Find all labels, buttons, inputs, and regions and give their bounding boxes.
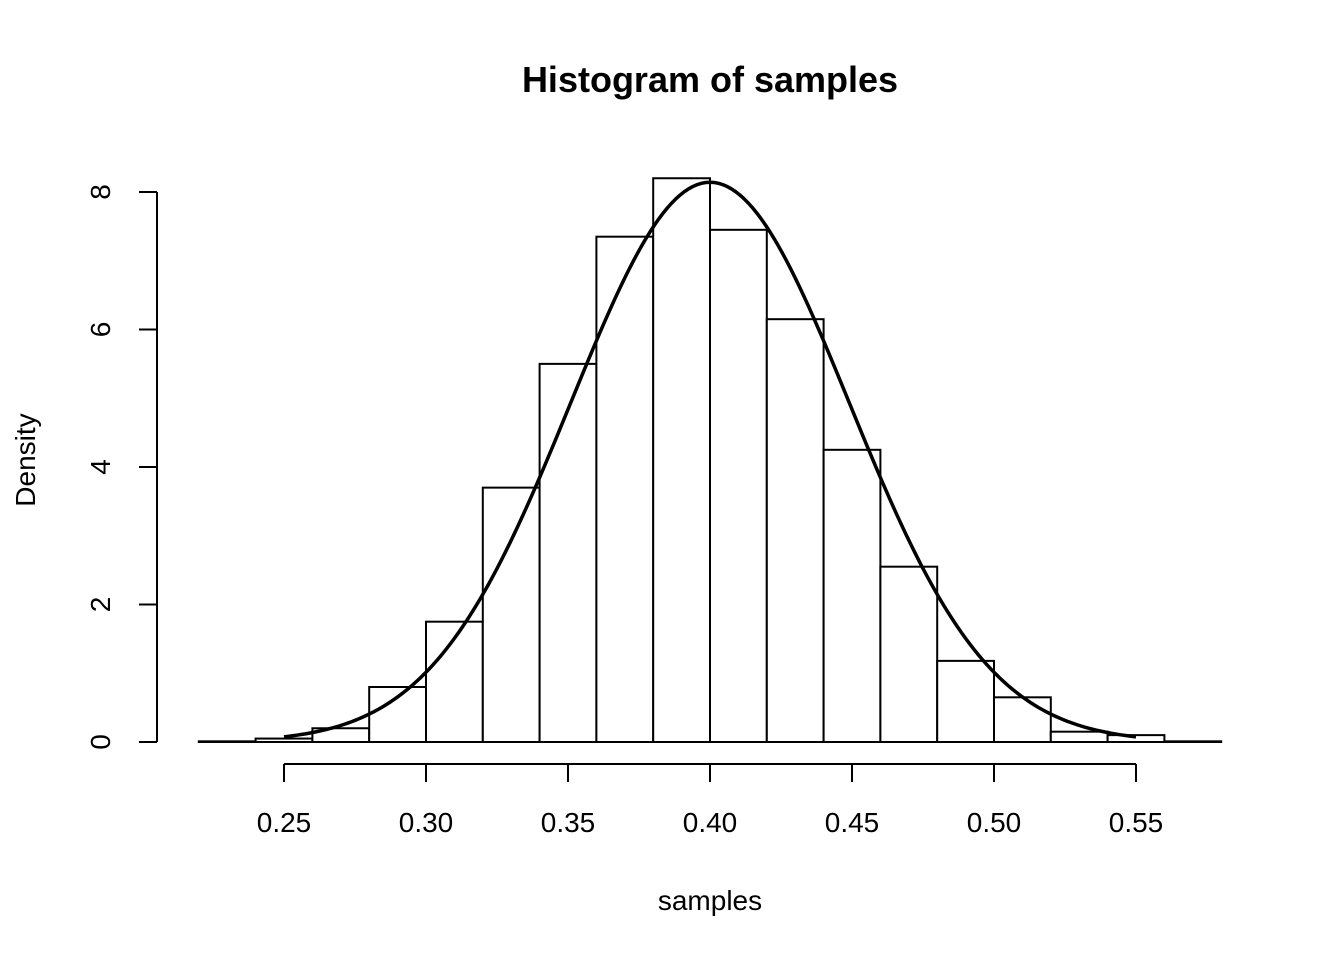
histogram-bar — [652, 177, 712, 743]
normal-density-curve — [283, 180, 1137, 739]
x-tick-label: 0.50 — [967, 807, 1022, 838]
y-axis: 0 2 4 6 8 — [85, 184, 158, 750]
x-tick-label: 0.30 — [399, 807, 454, 838]
x-tick-label: 0.55 — [1109, 807, 1164, 838]
y-tick-label: 6 — [85, 322, 116, 338]
y-tick-label: 0 — [85, 734, 116, 750]
x-tick-label: 0.45 — [825, 807, 880, 838]
chart-title: Histogram of samples — [522, 59, 898, 100]
histogram-bar — [481, 486, 541, 743]
histogram-bar — [822, 448, 882, 743]
x-axis: 0.25 0.30 0.35 0.40 0.45 0.50 0.55 — [198, 741, 1222, 838]
histogram-bar — [1049, 730, 1109, 743]
histogram-bar — [425, 620, 484, 743]
y-tick-label: 2 — [85, 597, 116, 613]
x-tick-label: 0.25 — [257, 807, 312, 838]
y-tick-label: 4 — [85, 459, 116, 475]
x-tick-label: 0.40 — [683, 807, 738, 838]
y-tick-label: 8 — [85, 184, 116, 200]
histogram-bar — [538, 362, 598, 743]
histogram-bar — [709, 228, 768, 743]
histogram-bar — [595, 235, 655, 743]
y-axis-label: Density — [10, 413, 41, 506]
x-tick-label: 0.35 — [541, 807, 596, 838]
x-axis-label: samples — [658, 885, 762, 916]
histogram-bar — [879, 565, 939, 743]
histogram-bar — [936, 659, 996, 743]
histogram-bar — [993, 696, 1052, 743]
histogram-bars — [197, 177, 1223, 743]
histogram-bar — [765, 318, 825, 743]
